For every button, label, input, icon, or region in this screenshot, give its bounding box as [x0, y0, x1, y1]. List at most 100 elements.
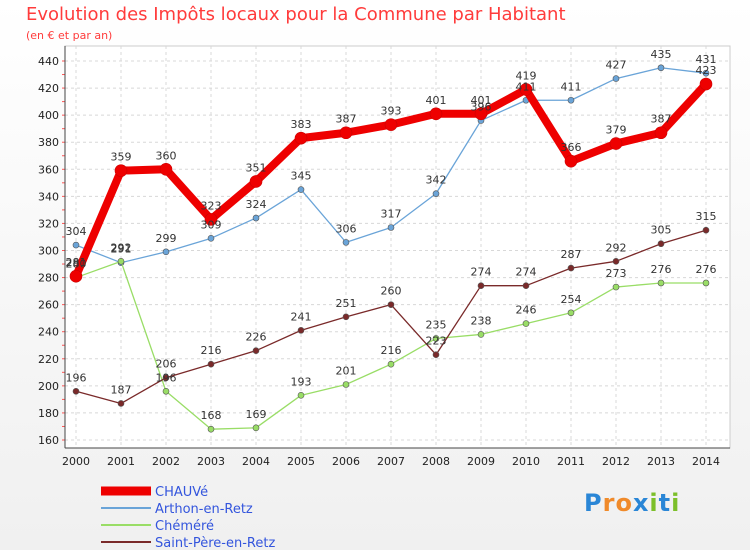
- data-point: [72, 387, 80, 395]
- data-label: 287: [561, 248, 582, 261]
- data-point: [522, 282, 530, 289]
- data-label: 235: [426, 318, 447, 331]
- data-label: 435: [651, 48, 672, 61]
- y-tick-label: 300: [38, 245, 59, 258]
- data-label: 315: [696, 210, 717, 223]
- data-label: 324: [246, 198, 267, 211]
- data-label: 251: [336, 297, 357, 310]
- data-point: [114, 164, 128, 177]
- data-point: [612, 283, 620, 291]
- x-tick-label: 2014: [692, 455, 720, 468]
- data-point: [477, 282, 485, 289]
- data-label: 196: [66, 371, 87, 384]
- y-tick-label: 320: [38, 217, 59, 230]
- logo-letter: r: [602, 489, 616, 517]
- data-label: 169: [246, 408, 267, 421]
- data-label: 168: [201, 409, 222, 422]
- legend-label: Arthon-en-Retz: [155, 502, 253, 517]
- data-label: 299: [156, 232, 177, 245]
- data-label: 323: [201, 199, 222, 212]
- data-label: 276: [696, 263, 717, 276]
- data-label: 431: [696, 53, 717, 66]
- y-tick-label: 240: [38, 326, 59, 339]
- data-point: [657, 64, 665, 72]
- x-tick-label: 2010: [512, 455, 540, 468]
- x-tick-label: 2003: [197, 455, 225, 468]
- data-point: [117, 400, 125, 407]
- data-point: [432, 351, 440, 359]
- data-point: [297, 392, 305, 399]
- y-tick-label: 160: [38, 434, 59, 447]
- data-label: 360: [156, 149, 177, 162]
- data-label: 187: [111, 383, 132, 396]
- data-point: [654, 126, 668, 140]
- x-tick-label: 2008: [422, 455, 450, 468]
- data-label: 401: [426, 94, 447, 107]
- logo-letter: t: [658, 489, 672, 517]
- data-point: [207, 235, 215, 242]
- data-label: 260: [381, 285, 402, 298]
- proxiti-logo: Proxiti: [584, 489, 680, 517]
- x-tick-label: 2009: [467, 455, 495, 468]
- data-label: 304: [66, 225, 87, 238]
- data-point: [252, 347, 260, 354]
- data-point: [297, 186, 305, 193]
- data-label: 201: [336, 365, 357, 378]
- chart-title: Evolution des Impôts locaux pour la Comm…: [26, 4, 566, 25]
- data-point: [429, 107, 443, 121]
- data-point: [567, 264, 575, 272]
- data-point: [339, 126, 353, 140]
- data-label: 223: [426, 335, 447, 348]
- data-label: 401: [471, 94, 492, 107]
- data-point: [702, 279, 710, 287]
- data-point: [432, 190, 440, 197]
- logo-letter: P: [584, 489, 603, 517]
- data-label: 379: [606, 124, 627, 137]
- data-label: 342: [426, 174, 447, 187]
- logo-letter: o: [615, 489, 633, 517]
- logo-letter: i: [649, 489, 659, 517]
- data-point: [657, 240, 665, 248]
- data-label: 396: [471, 101, 492, 114]
- logo-letter: i: [671, 489, 681, 517]
- y-tick-label: 220: [38, 353, 59, 366]
- data-point: [117, 258, 125, 265]
- logo-letter: x: [632, 489, 650, 517]
- data-point: [699, 77, 713, 91]
- data-label: 216: [201, 344, 222, 357]
- data-label: 359: [111, 151, 132, 164]
- data-label: 254: [561, 293, 582, 306]
- legend-label: CHAUVé: [155, 485, 208, 500]
- data-point: [252, 214, 260, 222]
- data-point: [342, 239, 350, 246]
- x-tick-label: 2001: [107, 455, 135, 468]
- data-point: [522, 320, 530, 327]
- data-label: 305: [651, 224, 672, 237]
- data-label: 387: [336, 113, 357, 126]
- data-point: [567, 309, 575, 317]
- data-label: 281: [66, 256, 87, 269]
- data-point: [384, 118, 398, 131]
- y-tick-label: 360: [38, 163, 59, 176]
- y-tick-label: 440: [38, 55, 59, 68]
- data-point: [387, 301, 395, 308]
- x-tick-label: 2004: [242, 455, 270, 468]
- data-point: [519, 83, 533, 96]
- data-point: [297, 327, 305, 334]
- data-point: [432, 335, 440, 342]
- data-point: [612, 258, 620, 265]
- data-label: 291: [111, 243, 132, 256]
- data-point: [162, 387, 170, 395]
- x-tick-label: 2002: [152, 455, 180, 468]
- data-label: 241: [291, 310, 312, 323]
- data-point: [567, 96, 575, 104]
- data-point: [159, 162, 173, 176]
- y-tick-label: 180: [38, 407, 59, 420]
- data-point: [657, 279, 665, 287]
- data-point: [162, 248, 170, 256]
- data-point: [204, 213, 218, 226]
- data-point: [207, 425, 215, 433]
- data-label: 226: [246, 331, 267, 344]
- data-point: [294, 131, 308, 145]
